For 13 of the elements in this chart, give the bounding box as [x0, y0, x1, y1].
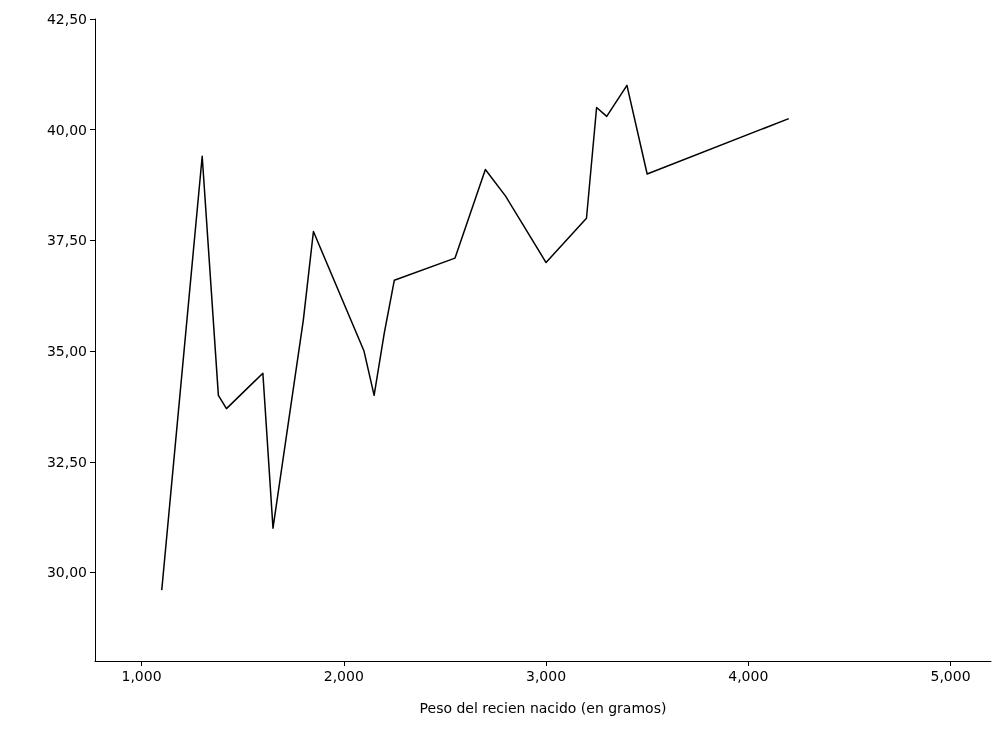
y-tick-label: 32,50 [46, 453, 87, 470]
y-tick-label: 37,50 [46, 232, 87, 249]
x-tick-label: 4,000 [728, 668, 769, 684]
x-tick-label: 1,000 [121, 668, 162, 684]
y-tick-label: 42,50 [46, 11, 87, 27]
y-tick-label: 40,00 [46, 121, 87, 138]
y-tick-label: 30,00 [46, 564, 87, 581]
x-tick-label: 3,000 [525, 668, 567, 684]
x-tick-label: 5,000 [930, 668, 971, 684]
x-tick-label: 2,000 [323, 668, 364, 684]
line-series [160, 84, 790, 591]
x-axis-title: Peso del recien nacido (en gramos) [419, 700, 667, 716]
y-tick-label: 35,00 [46, 343, 87, 360]
